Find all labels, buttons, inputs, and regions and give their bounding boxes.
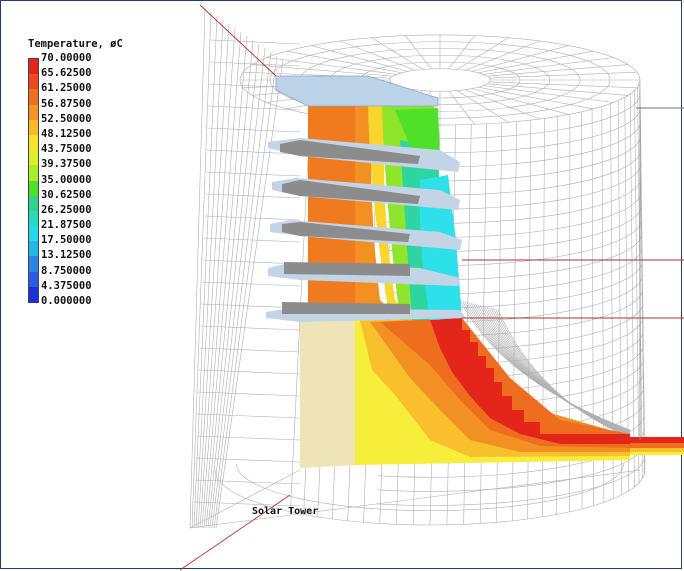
legend-value-label: 61.25000: [41, 82, 92, 95]
legend-value-label: 0.000000: [41, 295, 92, 307]
legend-color-bar: [28, 58, 39, 303]
beam-2: [282, 180, 420, 204]
legend-swatch: [29, 195, 38, 212]
temperature-legend: Temperature, øC 70.00000 65.62500 61.25000…: [26, 38, 146, 308]
legend-value-label: 13.12500: [41, 249, 92, 262]
legend-value-label: 39.37500: [41, 158, 92, 171]
beam-4: [284, 262, 410, 276]
legend-swatch: [29, 165, 38, 181]
field-upper-green-top: [395, 108, 440, 160]
top-plate: [275, 75, 439, 107]
legend-value-label: 30.62500: [41, 188, 92, 201]
legend-swatch: [29, 134, 38, 151]
beam-5: [282, 302, 410, 314]
solar-tower-label: Solar Tower: [252, 506, 319, 517]
legend-value-label: 35.00000: [41, 173, 92, 186]
legend-swatch: [29, 271, 38, 288]
legend-value-label: 8.750000: [41, 264, 92, 277]
legend-swatch: [29, 104, 38, 121]
legend-value-label: 70.00000: [41, 52, 92, 64]
legend-swatch: [29, 210, 38, 227]
legend-value-label: 4.375000: [41, 279, 92, 292]
beam-3: [282, 222, 410, 242]
legend-value-label: 21.87500: [41, 219, 92, 232]
legend-swatch: [29, 74, 38, 90]
legend-swatch: [29, 286, 38, 303]
legend-swatch: [29, 150, 38, 166]
tower-floors: [266, 75, 466, 322]
legend-swatch: [29, 59, 38, 75]
legend-value-label: 65.62500: [41, 67, 92, 80]
legend-swatch: [29, 180, 38, 197]
legend-swatch: [29, 226, 38, 242]
domain-outlines: [179, 4, 684, 571]
legend-value-label: 56.87500: [41, 97, 92, 110]
legend-swatch: [29, 256, 38, 273]
legend-value-label: 26.25000: [41, 203, 92, 216]
legend-value-label: 52.50000: [41, 112, 92, 125]
legend-value-label: 17.50000: [41, 234, 92, 247]
field-red-steps: [430, 318, 630, 444]
legend-swatch: [29, 89, 38, 106]
outlet-jet: [630, 437, 684, 455]
legend-swatch: [29, 241, 38, 257]
legend-title: Temperature, øC: [28, 38, 123, 50]
tower-inner-wall: [300, 320, 355, 468]
legend-value-label: 43.75000: [41, 143, 92, 156]
legend-swatch: [29, 119, 38, 136]
beam-1: [280, 140, 420, 164]
legend-value-label: 48.12500: [41, 127, 92, 140]
